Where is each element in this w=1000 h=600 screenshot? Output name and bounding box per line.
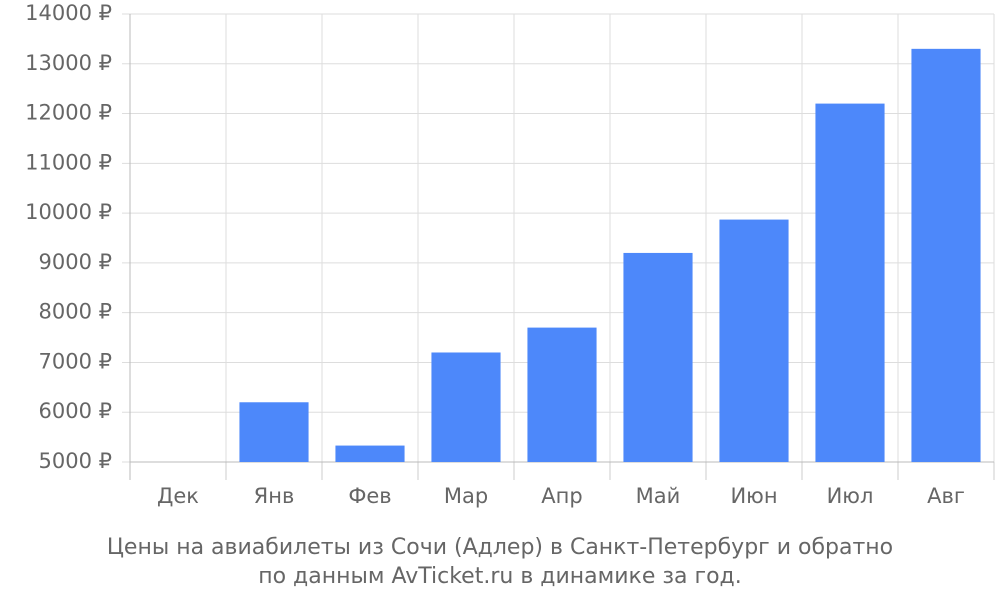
chart-title: Цены на авиабилеты из Сочи (Адлер) в Сан… xyxy=(107,535,893,560)
bar xyxy=(815,103,885,462)
y-tick-label: 13000 ₽ xyxy=(25,51,112,75)
y-tick-label: 14000 ₽ xyxy=(25,1,112,25)
y-tick-label: 11000 ₽ xyxy=(25,150,112,174)
x-tick-label: Янв xyxy=(254,484,295,508)
y-tick-label: 5000 ₽ xyxy=(39,449,112,473)
x-tick-label: Авг xyxy=(927,484,965,508)
x-tick-label: Апр xyxy=(541,484,582,508)
x-tick-label: Фев xyxy=(348,484,391,508)
y-tick-label: 8000 ₽ xyxy=(39,300,112,324)
x-tick-label: Июн xyxy=(730,484,777,508)
bar xyxy=(239,402,309,462)
x-tick-label: Мар xyxy=(444,484,488,508)
y-tick-label: 12000 ₽ xyxy=(25,101,112,125)
bar xyxy=(527,327,597,462)
x-tick-label: Май xyxy=(636,484,681,508)
bar xyxy=(911,48,981,462)
bar xyxy=(719,219,789,462)
y-tick-label: 10000 ₽ xyxy=(25,200,112,224)
bar xyxy=(623,252,693,462)
bar xyxy=(431,352,501,462)
bar xyxy=(335,445,405,462)
x-tick-label: Июл xyxy=(827,484,874,508)
y-tick-label: 7000 ₽ xyxy=(39,349,112,373)
y-tick-label: 9000 ₽ xyxy=(39,250,112,274)
y-tick-label: 6000 ₽ xyxy=(39,399,112,423)
x-tick-label: Дек xyxy=(157,484,199,508)
chart-title: по данным AvTicket.ru в динамике за год. xyxy=(258,564,742,589)
